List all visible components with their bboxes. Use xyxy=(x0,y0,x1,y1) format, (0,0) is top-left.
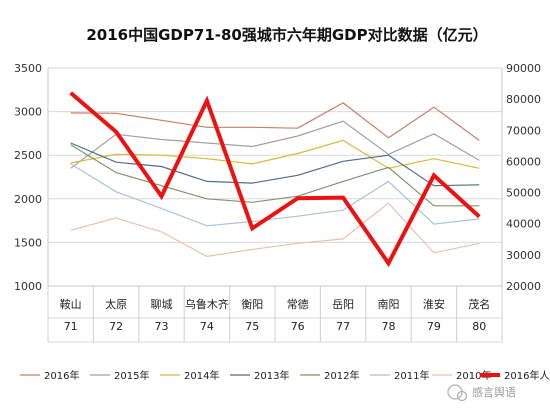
series-line xyxy=(70,144,480,207)
right-y-tick-label: 50000 xyxy=(506,187,541,200)
x-rank-label: 80 xyxy=(472,320,486,333)
series-line xyxy=(70,163,480,227)
x-rank-label: 74 xyxy=(200,320,214,333)
left-y-tick-label: 2000 xyxy=(14,193,42,206)
series-line xyxy=(70,142,480,187)
chart-title: 2016中国GDP71-80强城市六年期GDP对比数据（亿元） xyxy=(86,26,487,44)
legend-label: 2013年 xyxy=(254,369,289,382)
wechat-icon-dot xyxy=(456,390,468,402)
right-y-tick-label: 70000 xyxy=(506,124,541,137)
legend-label: 2012年 xyxy=(324,369,359,382)
watermark: 感言舆语 xyxy=(447,384,516,402)
legend-label: 2010年 xyxy=(456,369,491,382)
right-y-tick-label: 30000 xyxy=(506,249,541,262)
right-y-ticks: 20000 30000 40000 50000 60000 70000 80000 90000 xyxy=(506,62,541,293)
watermark-text: 感言舆语 xyxy=(472,385,516,399)
x-category-label: 常德 xyxy=(287,297,309,311)
x-category-label: 淮安 xyxy=(423,297,445,311)
series-line xyxy=(70,202,480,258)
x-rank-label: 73 xyxy=(155,320,169,333)
series-line xyxy=(70,102,480,141)
left-y-tick-label: 2500 xyxy=(14,149,42,162)
left-y-tick-label: 3000 xyxy=(14,106,42,119)
legend-label: 2016年人均GDP xyxy=(504,369,550,382)
series-line xyxy=(70,120,480,169)
x-rank-label: 79 xyxy=(427,320,441,333)
right-y-tick-label: 40000 xyxy=(506,218,541,231)
series-line xyxy=(69,91,481,268)
legend-label: 2016年 xyxy=(44,369,79,382)
x-rank-label: 78 xyxy=(382,320,396,333)
x-rank-label: 72 xyxy=(109,320,123,333)
right-y-tick-label: 60000 xyxy=(506,155,541,168)
x-rank-label: 77 xyxy=(336,320,350,333)
x-category-label: 聊城 xyxy=(151,297,173,311)
right-y-tick-label: 20000 xyxy=(506,280,541,293)
x-category-label: 鞍山 xyxy=(60,297,82,311)
axis-frame xyxy=(47,68,503,343)
x-rank-label: 71 xyxy=(64,320,78,333)
series-layer xyxy=(69,91,481,268)
left-y-ticks: 1000 1500 2000 2500 3000 3500 xyxy=(14,62,42,293)
x-category-labels: 鞍山 71 太原 72 聊城 73 乌鲁木齐 74 衡阳 75 常德 76 岳阳 77 南阳 78 淮安 79 茂名… xyxy=(60,297,491,333)
x-category-label: 岳阳 xyxy=(332,298,354,311)
legend-label: 2015年 xyxy=(114,369,149,382)
x-rank-label: 75 xyxy=(245,320,259,333)
legend-label: 2011年 xyxy=(394,369,429,382)
legend: 2016年 2015年 2014年 2013年 2012年 2011年 2010年 2016年… xyxy=(20,369,550,382)
x-category-label: 乌鲁木齐 xyxy=(185,297,229,311)
x-category-label: 太原 xyxy=(105,298,127,311)
right-y-tick-label: 90000 xyxy=(506,62,541,75)
left-y-tick-label: 3500 xyxy=(14,62,42,75)
left-y-tick-label: 1500 xyxy=(14,236,42,249)
x-category-label: 茂名 xyxy=(468,297,490,311)
series-line xyxy=(70,139,480,169)
legend-label: 2014年 xyxy=(184,369,219,382)
left-y-tick-label: 1000 xyxy=(14,280,42,293)
x-category-label: 衡阳 xyxy=(241,298,263,311)
right-y-tick-label: 80000 xyxy=(506,93,541,106)
x-rank-label: 76 xyxy=(291,320,305,333)
x-category-label: 南阳 xyxy=(378,298,400,311)
